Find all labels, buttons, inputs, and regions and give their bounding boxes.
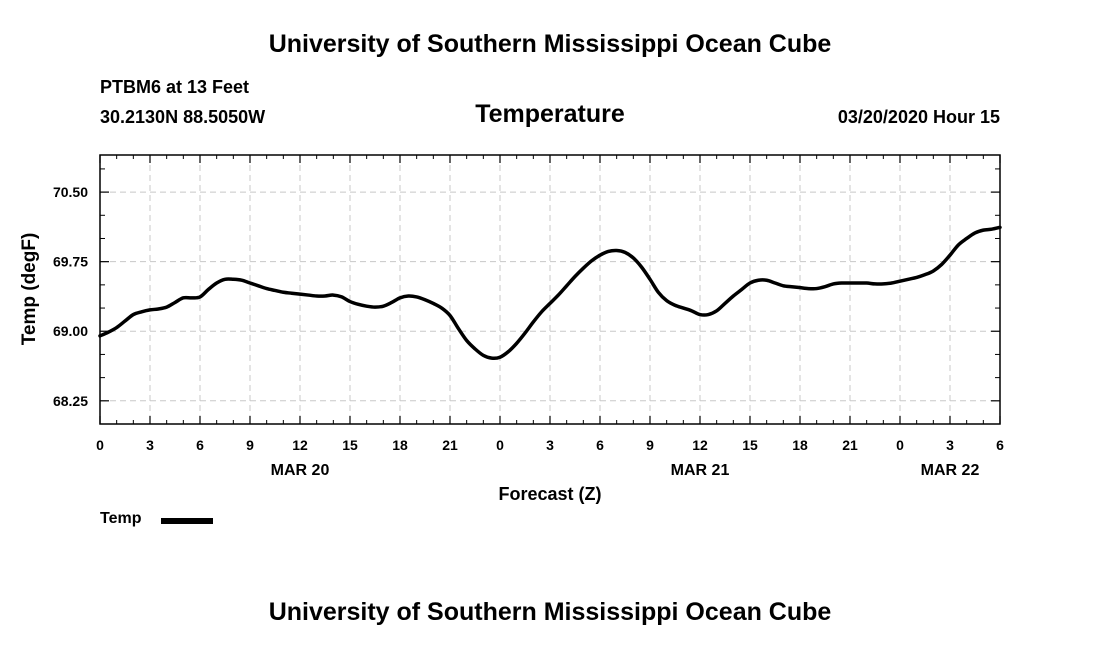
x-tick-label: 3 xyxy=(146,437,154,453)
footer-title: University of Southern Mississippi Ocean… xyxy=(268,598,832,626)
date-label: MAR 20 xyxy=(271,462,330,479)
station-coordinates: 30.2130N 88.5050W xyxy=(100,107,266,127)
x-axis-title: Forecast (Z) xyxy=(498,484,601,504)
x-tick-label: 0 xyxy=(896,437,904,453)
x-tick-label: 9 xyxy=(246,437,254,453)
x-tick-label: 12 xyxy=(292,437,308,453)
axis-labels: 0 3 6 9 12 15 18 21 0 3 6 9 12 15 18 21 0 3 6 68.25 69.00 69.… xyxy=(53,184,1004,479)
x-tick-label: 6 xyxy=(596,437,604,453)
date-label: MAR 21 xyxy=(671,462,730,479)
grid xyxy=(100,155,1000,424)
series-layer xyxy=(98,225,1002,361)
legend-label: Temp xyxy=(100,510,142,527)
forecast-datetime: 03/20/2020 Hour 15 xyxy=(837,107,1000,127)
plot-frame xyxy=(99,154,1001,425)
series-line-temp xyxy=(98,225,1002,361)
x-tick-label: 21 xyxy=(842,437,858,453)
legend-swatch xyxy=(161,518,213,524)
station-name: PTBM6 at 13 Feet xyxy=(100,77,250,97)
x-tick-label: 18 xyxy=(392,437,408,453)
x-tick-label: 15 xyxy=(342,437,358,453)
x-tick-label: 18 xyxy=(792,437,808,453)
x-tick-label: 21 xyxy=(442,437,458,453)
x-tick-label: 6 xyxy=(196,437,204,453)
x-tick-label: 6 xyxy=(996,437,1004,453)
x-tick-label: 0 xyxy=(496,437,504,453)
header-title: University of Southern Mississippi Ocean… xyxy=(268,30,832,58)
y-tick-label: 70.50 xyxy=(53,184,88,200)
chart-title: Temperature xyxy=(475,100,625,128)
x-tick-label: 3 xyxy=(946,437,954,453)
x-tick-label: 9 xyxy=(646,437,654,453)
y-tick-label: 69.00 xyxy=(53,323,88,339)
y-tick-label: 69.75 xyxy=(53,254,88,270)
x-tick-label: 12 xyxy=(692,437,708,453)
x-tick-label: 15 xyxy=(742,437,758,453)
y-axis-title: Temp (degF) xyxy=(19,233,40,346)
x-tick-label: 0 xyxy=(96,437,104,453)
y-tick-label: 68.25 xyxy=(53,393,88,409)
x-tick-label: 3 xyxy=(546,437,554,453)
date-label: MAR 22 xyxy=(921,462,980,479)
